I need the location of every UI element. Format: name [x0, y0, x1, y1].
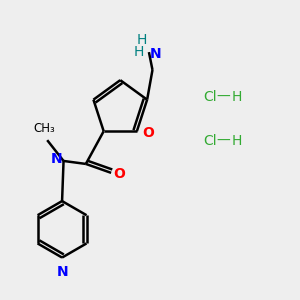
Text: Cl: Cl: [203, 134, 217, 148]
Text: N: N: [56, 265, 68, 279]
Text: H: H: [137, 33, 147, 46]
Text: H: H: [232, 134, 242, 148]
Text: O: O: [113, 167, 125, 181]
Text: O: O: [142, 126, 154, 140]
Text: CH₃: CH₃: [33, 122, 55, 135]
Text: H: H: [133, 45, 144, 59]
Text: Cl: Cl: [203, 89, 217, 103]
Text: H: H: [232, 89, 242, 103]
Text: N: N: [150, 46, 162, 61]
Text: N: N: [50, 152, 62, 166]
Text: —: —: [216, 134, 230, 148]
Text: —: —: [216, 89, 230, 103]
